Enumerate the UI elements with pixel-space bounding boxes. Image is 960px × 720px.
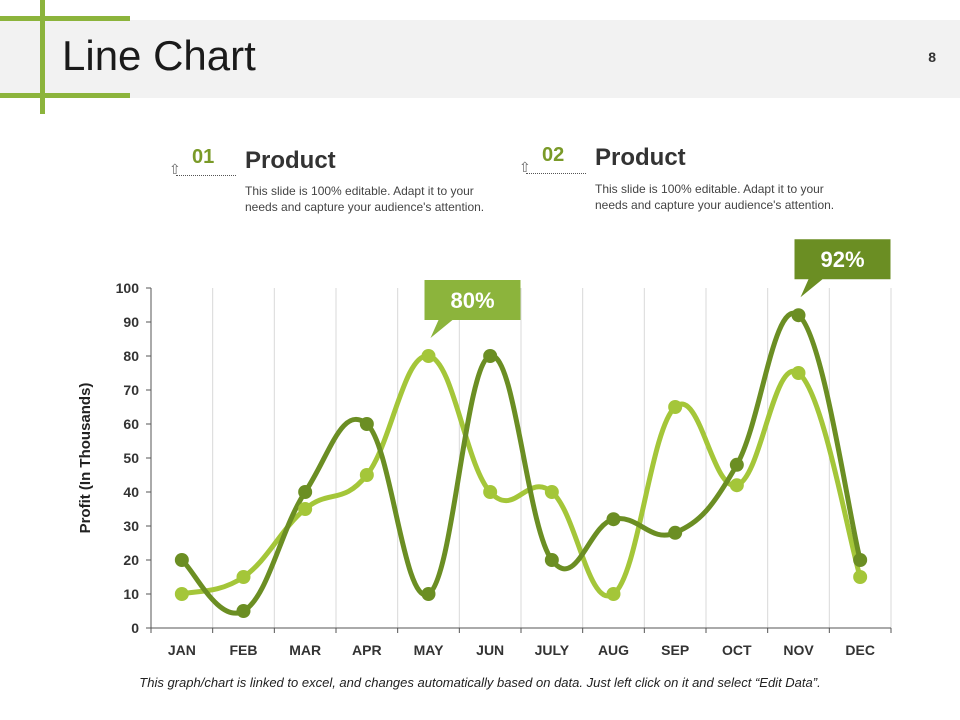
- series-2-point: [606, 587, 621, 601]
- page-title: Line Chart: [62, 32, 256, 79]
- item-description: This slide is 100% editable. Adapt it to…: [595, 182, 835, 212]
- series-1-point: [668, 525, 683, 540]
- x-tick-label: APR: [352, 642, 382, 658]
- x-tick-label: AUG: [598, 642, 629, 658]
- y-tick-label: 100: [116, 280, 140, 296]
- x-tick-label: JUN: [476, 642, 504, 658]
- series-1-point: [483, 349, 498, 363]
- y-tick-label: 90: [123, 314, 139, 330]
- item-heading: Product: [245, 147, 336, 174]
- item-description: This slide is 100% editable. Adapt it to…: [245, 184, 485, 214]
- series-2-point: [791, 366, 806, 380]
- callout-label: 80%: [450, 288, 494, 313]
- callout-92pct: 92%: [794, 239, 891, 298]
- x-tick-label: NOV: [783, 642, 814, 658]
- y-tick-label: 30: [123, 518, 139, 534]
- series-1-point: [853, 553, 868, 567]
- y-tick-label: 40: [123, 484, 139, 500]
- x-tick-label: OCT: [722, 642, 752, 658]
- y-tick-label: 80: [123, 348, 139, 364]
- y-tick-label: 0: [131, 620, 139, 636]
- series-2-point: [853, 570, 868, 584]
- series-2-point: [729, 478, 744, 493]
- title-bar: [0, 20, 960, 98]
- series-1-point: [236, 604, 251, 618]
- x-tick-label: MAY: [414, 642, 444, 658]
- series-1-point: [791, 308, 806, 323]
- series-1-point: [421, 587, 436, 601]
- item-number: 02: [542, 144, 565, 166]
- callout-80pct: 80%: [424, 280, 521, 338]
- y-axis-label: Profit (In Thousands): [77, 383, 94, 534]
- decorative-line-vertical: [40, 0, 45, 114]
- decorative-line-bottom: [0, 93, 130, 98]
- series-1-point: [606, 512, 621, 527]
- series-2-point: [298, 502, 313, 516]
- dotted-divider: [176, 175, 236, 176]
- series-1-point: [298, 485, 313, 499]
- callout-label: 92%: [820, 247, 864, 272]
- series-2-point: [668, 400, 683, 414]
- y-tick-label: 50: [123, 450, 139, 466]
- series-2-point: [483, 485, 498, 499]
- x-tick-label: MAR: [289, 642, 321, 658]
- up-arrow-icon: ⇧: [169, 161, 181, 177]
- x-tick-label: FEB: [230, 642, 258, 658]
- x-tick-label: JAN: [168, 642, 196, 658]
- decorative-line-top: [0, 16, 130, 21]
- callout-box: [794, 239, 891, 298]
- y-tick-label: 10: [123, 586, 139, 602]
- series-2-point: [174, 587, 189, 601]
- series-1-point: [359, 417, 374, 431]
- page-number: 8: [928, 49, 936, 65]
- x-tick-label: DEC: [845, 642, 875, 658]
- up-arrow-icon: ⇧: [519, 159, 531, 175]
- series-2-point: [359, 468, 374, 482]
- callout-box: [424, 280, 521, 338]
- dotted-divider: [526, 173, 586, 174]
- series-1-point: [174, 553, 189, 567]
- y-tick-label: 60: [123, 416, 139, 432]
- item-heading: Product: [595, 144, 686, 171]
- x-tick-label: JULY: [535, 642, 570, 658]
- series-2-point: [421, 349, 436, 363]
- y-tick-label: 70: [123, 382, 139, 398]
- item-number: 01: [192, 146, 215, 168]
- series-1-point: [544, 553, 559, 567]
- series-1-point: [729, 457, 744, 472]
- y-tick-label: 20: [123, 552, 139, 568]
- series-2-point: [544, 485, 559, 499]
- footnote: This graph/chart is linked to excel, and…: [139, 675, 821, 690]
- x-tick-label: SEP: [661, 642, 689, 658]
- series-2-point: [236, 570, 251, 584]
